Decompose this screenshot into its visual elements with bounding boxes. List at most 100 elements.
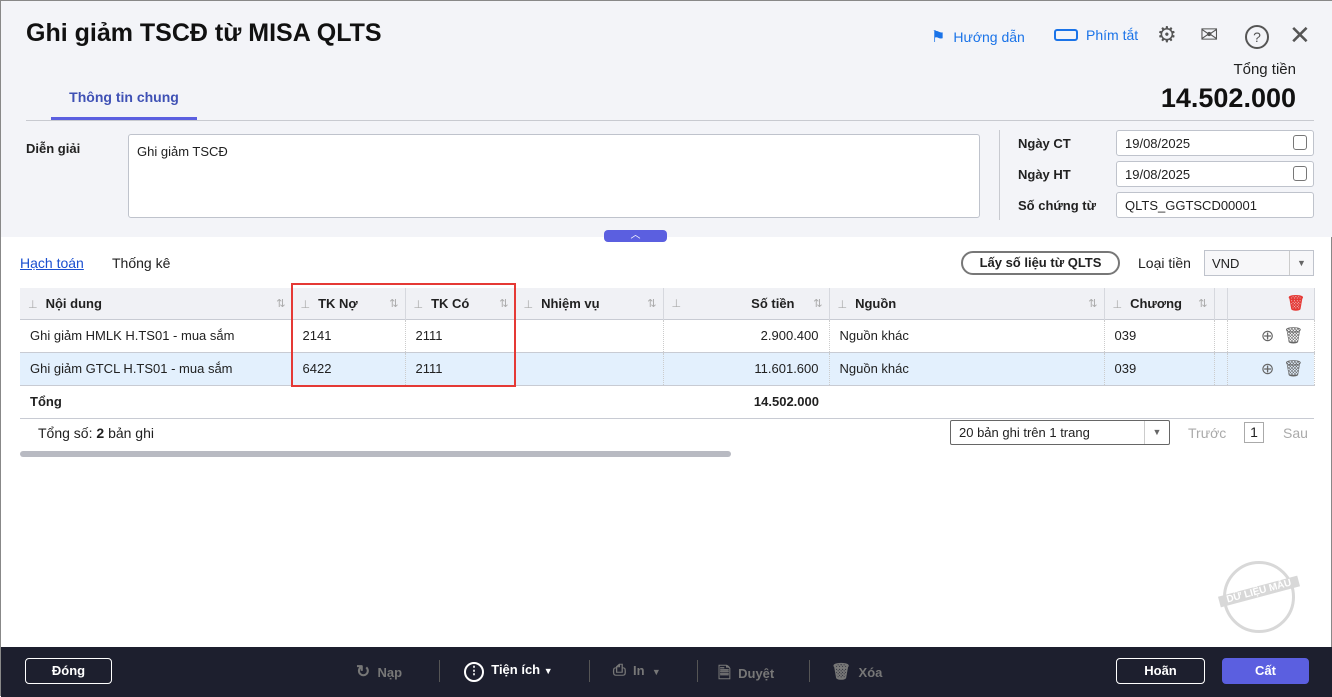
column-header-content[interactable]: ⊥ Nội dung ⇅ [20,288,293,319]
total-amount: 14.502.000 [663,384,829,419]
page-size-select[interactable]: 20 bản ghi trên 1 trang ▼ [950,420,1170,445]
close-button[interactable]: Đóng [25,658,112,684]
sort-icon: ⇅ [647,298,657,310]
cell-source[interactable]: Nguồn khác [829,351,1105,385]
watermark-stamp: DỮ LIỆU MẪU [1217,561,1301,633]
cell-task[interactable] [515,351,664,385]
calendar-icon[interactable] [1293,135,1307,150]
tab-statistics[interactable]: Thống kê [112,255,171,271]
chevron-up-icon: ︿ [630,230,641,241]
guide-link[interactable]: ⚑ Hướng dẫn [931,29,1025,46]
row-actions: ⊕ 🗑 [1227,318,1315,352]
delete-all-icon[interactable]: 🗑 [1227,288,1315,319]
chevron-down-icon: ▼ [1144,421,1169,444]
cell-debit[interactable]: 6422 [292,351,406,385]
highlight-box [291,283,516,387]
pin-icon: ⊥ [837,298,848,311]
cell-chapter[interactable]: 039 [1104,351,1215,385]
add-row-icon[interactable]: ⊕ [1260,360,1275,378]
divider [589,660,590,682]
sort-icon: ⇅ [1198,298,1208,310]
cell-content[interactable]: Ghi giảm GTCL H.TS01 - mua sắm [20,351,293,385]
more-icon: ⋮ [464,662,484,682]
cell-debit[interactable]: 2141 [292,318,406,352]
cell-source[interactable]: Nguồn khác [829,318,1105,352]
page-number[interactable]: 1 [1244,422,1264,443]
posting-date-label: Ngày HT [1018,167,1071,182]
next-page-button[interactable]: Sau [1283,425,1308,441]
description-label: Diễn giải [26,141,81,156]
cell-credit[interactable]: 2111 [405,351,516,385]
column-header-credit[interactable]: ⊥ TK Có ⇅ [405,288,516,319]
utilities-button[interactable]: ⋮ Tiện ích ▼ [464,662,553,682]
column-header-source[interactable]: ⊥ Nguồn ⇅ [829,288,1105,319]
cell-chapter[interactable]: 039 [1104,318,1215,352]
fetch-data-button[interactable]: Lấy số liệu từ QLTS [961,251,1120,275]
caret-down-icon: ▼ [543,666,553,676]
page-title: Ghi giảm TSCĐ từ MISA QLTS [26,19,382,47]
cancel-button[interactable]: Hoãn [1116,658,1205,684]
trash-icon[interactable]: 🗑 [1283,327,1304,345]
delete-button[interactable]: 🗑 Xóa [831,664,883,681]
document-icon: 🗎 [718,665,731,682]
signpost-icon: ⚑ [931,29,946,46]
record-count: Tổng số: 2 bản ghi [38,425,154,441]
help-icon[interactable]: ? [1245,25,1269,49]
currency-select[interactable]: VND ▼ [1204,250,1314,276]
sort-icon: ⇅ [499,298,509,310]
gear-icon[interactable]: ⚙ [1157,22,1177,47]
total-label: Tổng tiền [1233,61,1296,78]
trash-icon[interactable]: 🗑 [1283,360,1304,378]
doc-date-label: Ngày CT [1018,136,1071,151]
cell-task[interactable] [515,318,664,352]
posting-date-input[interactable]: 19/08/2025 [1116,161,1314,187]
column-header-chapter[interactable]: ⊥ Chương ⇅ [1104,288,1215,319]
table-header: ⊥ Nội dung ⇅ ⊥ TK Nợ ⇅ ⊥ TK Có ⇅ ⊥ Nhiệm vụ ⇅ ⊥ S… [20,288,1315,319]
shortcuts-link[interactable]: Phím tắt [1054,27,1138,43]
print-button[interactable]: ⎙ In ▼ [613,662,661,679]
cell-amount[interactable]: 2.900.400 [663,318,830,352]
caret-down-icon: ▼ [651,667,661,677]
printer-icon: ⎙ [613,662,626,679]
sort-icon: ⇅ [1088,298,1098,310]
tab-general-info[interactable]: Thông tin chung [51,87,197,120]
pin-icon: ⊥ [413,298,424,311]
column-header-extra [1214,288,1228,319]
sort-icon: ⇅ [389,298,399,310]
chevron-down-icon: ▼ [1289,251,1313,275]
prev-page-button[interactable]: Trước [1188,425,1227,441]
pin-icon: ⊥ [28,298,38,311]
close-icon[interactable]: ✕ [1289,20,1311,50]
cell-amount[interactable]: 11.601.600 [663,351,830,385]
total-label: Tổng [20,384,292,419]
sort-icon: ⇅ [276,298,286,310]
column-header-debit[interactable]: ⊥ TK Nợ ⇅ [292,288,406,319]
total-row: Tổng 14.502.000 [20,384,1314,419]
description-input[interactable]: Ghi giảm TSCĐ [128,134,980,218]
approve-button[interactable]: 🗎 Duyệt [718,665,775,682]
keyboard-icon [1054,29,1078,41]
pin-icon: ⊥ [671,298,682,310]
cell-extra [1214,351,1228,385]
table-row[interactable]: Ghi giảm HMLK H.TS01 - mua sắm 2141 2111… [20,318,1315,352]
sort-icon: ⇅ [813,298,823,310]
horizontal-scrollbar[interactable] [20,451,731,457]
collapse-button[interactable]: ︿ [604,230,667,242]
cell-credit[interactable]: 2111 [405,318,516,352]
calendar-icon[interactable] [1293,166,1307,181]
save-button[interactable]: Cất [1222,658,1309,684]
table-row[interactable]: Ghi giảm GTCL H.TS01 - mua sắm 6422 2111… [20,351,1315,385]
cell-content[interactable]: Ghi giảm HMLK H.TS01 - mua sắm [20,318,293,352]
add-row-icon[interactable]: ⊕ [1260,327,1275,345]
footer-bar [1,647,1332,697]
currency-label: Loại tiền [1138,255,1191,271]
accounting-table: ⊥ Nội dung ⇅ ⊥ TK Nợ ⇅ ⊥ TK Có ⇅ ⊥ Nhiệm vụ ⇅ ⊥ S… [20,288,1315,419]
mail-icon[interactable]: ✉ [1200,22,1219,47]
doc-date-input[interactable]: 19/08/2025 [1116,130,1314,156]
tab-accounting[interactable]: Hạch toán [20,255,84,271]
divider [697,660,698,682]
doc-number-input[interactable]: QLTS_GGTSCD00001 [1116,192,1314,218]
column-header-amount[interactable]: ⊥ Số tiền ⇅ [663,288,830,319]
reload-button[interactable]: ↻ Nạp [356,662,403,681]
column-header-task[interactable]: ⊥ Nhiệm vụ ⇅ [515,288,664,319]
